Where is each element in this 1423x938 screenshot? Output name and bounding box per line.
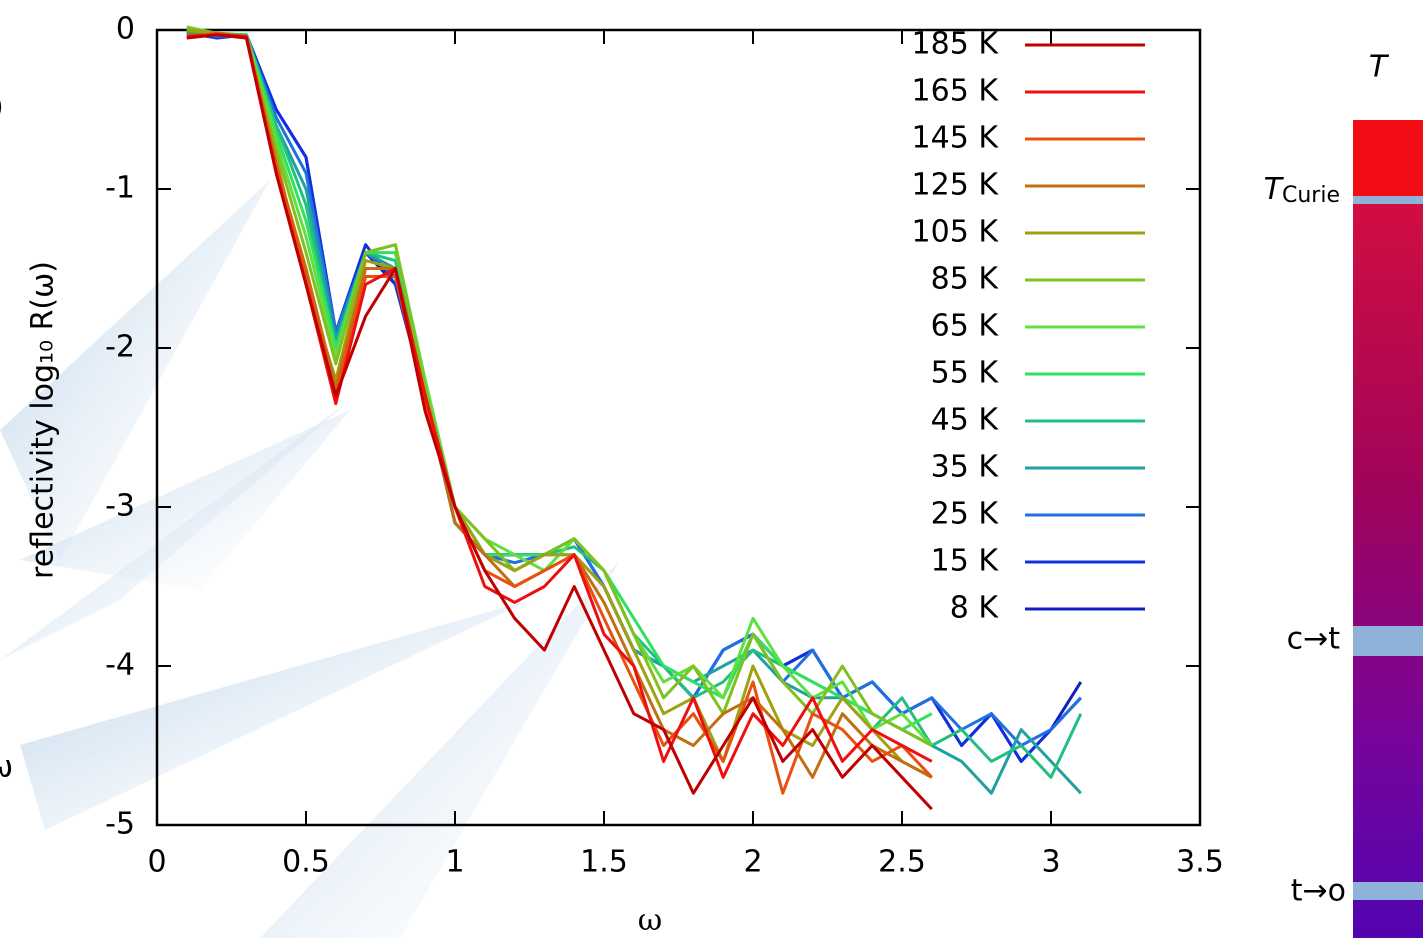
y-tick-label: -3 <box>105 489 135 524</box>
legend-label: 85 K <box>931 262 1000 297</box>
legend-label: 105 K <box>912 215 1000 250</box>
plot-frame <box>155 28 1202 827</box>
colorbar-title: T <box>1369 50 1390 85</box>
cropped-text: ) <box>0 90 4 125</box>
x-tick-label: 2.5 <box>878 845 926 880</box>
legend-label: 25 K <box>931 497 1000 532</box>
x-axis-label: ω <box>638 903 662 938</box>
series-line <box>186 33 933 811</box>
x-tick-label: 3.5 <box>1176 845 1224 880</box>
y-axis-label: reflectivity log₁₀ R(ω) <box>26 261 61 579</box>
y-tick-label: -2 <box>105 330 135 365</box>
background-decoration <box>0 180 620 938</box>
colorbar-band <box>1353 196 1423 204</box>
label-subscript: Curie <box>1282 183 1340 208</box>
legend-label: 65 K <box>931 309 1000 344</box>
y-tick-label: -1 <box>105 171 135 206</box>
x-tick-label: 3 <box>1041 845 1060 880</box>
x-tick-label: 2 <box>743 845 762 880</box>
legend-label: 45 K <box>931 403 1000 438</box>
legend-label: 125 K <box>912 168 1000 203</box>
colorbar-segment <box>1353 120 1423 198</box>
legend-label: 185 K <box>912 27 1000 62</box>
colorbar-band <box>1353 882 1423 900</box>
colorbar-label: TCurie <box>1264 172 1340 209</box>
legend-label: 15 K <box>931 544 1000 579</box>
colorbar-scale <box>1353 120 1423 938</box>
x-tick-label: 1.5 <box>580 845 628 880</box>
colorbar: T TCurie c→t t→o <box>1264 50 1423 938</box>
legend-label: 165 K <box>912 74 1000 109</box>
label-symbol: T <box>1264 172 1285 207</box>
series-line <box>186 31 933 795</box>
colorbar-band <box>1353 626 1423 656</box>
legend-label: 55 K <box>931 356 1000 391</box>
series-line <box>186 28 933 779</box>
x-tick-label: 1 <box>445 845 464 880</box>
legend-label: 35 K <box>931 450 1000 485</box>
x-tick-label: 0.5 <box>282 845 330 880</box>
x-tick-label: 0 <box>147 845 166 880</box>
y-tick-label: -5 <box>105 807 135 842</box>
colorbar-label: c→t <box>1287 622 1341 657</box>
cropped-text: ω <box>0 750 13 785</box>
colorbar-label: t→o <box>1291 874 1346 909</box>
y-tick-label: -4 <box>105 648 135 683</box>
y-tick-label: 0 <box>116 12 135 47</box>
legend-label: 145 K <box>912 121 1000 156</box>
legend-label: 8 K <box>950 591 1000 626</box>
